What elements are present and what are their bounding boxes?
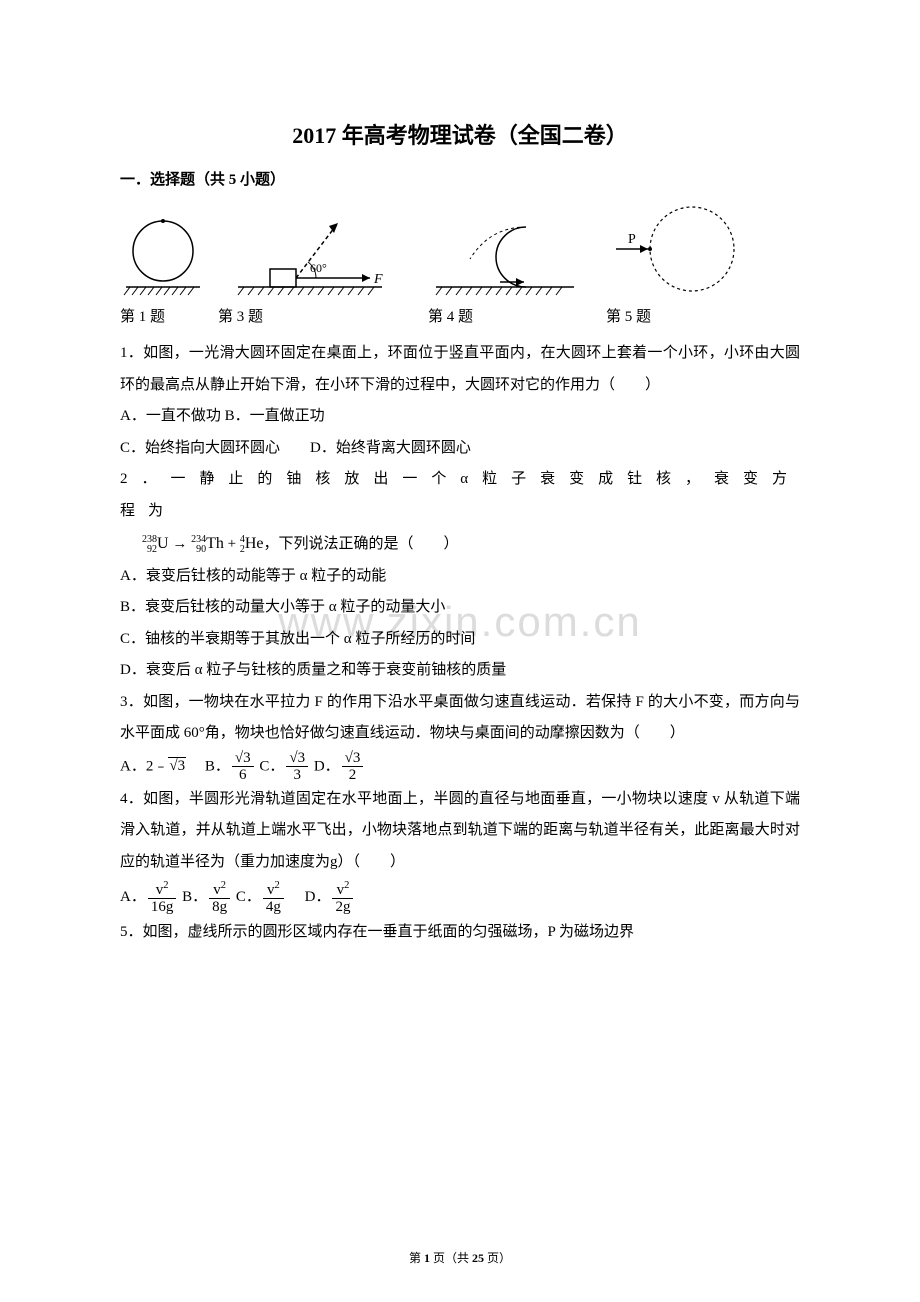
footer-mid: 页（共 xyxy=(430,1251,472,1265)
figure-q5: P xyxy=(604,199,754,299)
footer-total: 25 xyxy=(472,1251,484,1265)
q4-a-den: 16g xyxy=(148,899,177,916)
page-footer: 第 1 页（共 25 页） xyxy=(0,1249,920,1266)
section-heading: 一．选择题（共 5 小题） xyxy=(120,168,800,189)
q4-c-den: 4g xyxy=(263,899,284,916)
fig-label-1: 第 1 题 xyxy=(120,305,208,326)
q2-equation-line: 238 92 U → 234 90 Th + 4 2 He，下列说法正确的是（ … xyxy=(120,527,800,561)
q3-c-num: 3 xyxy=(298,750,306,766)
he-symbol: He xyxy=(245,535,264,552)
q3-b-den: 6 xyxy=(232,767,254,784)
u-symbol: U xyxy=(157,535,169,552)
plus-icon: + xyxy=(228,536,236,552)
fig-label-4: 第 4 题 xyxy=(428,305,606,326)
fig-label-5: 第 5 题 xyxy=(606,305,651,326)
figures-row: 60° F xyxy=(120,199,800,299)
q3-b-lbl: B． xyxy=(190,758,230,774)
q2-opt-d: D．衰变后 α 粒子与钍核的质量之和等于衰变前铀核的质量 xyxy=(120,655,800,687)
q2-opt-a: A．衰变后钍核的动能等于 α 粒子的动能 xyxy=(120,561,800,593)
force-label: F xyxy=(373,272,383,287)
dashed-circle-icon: P xyxy=(604,199,754,299)
q3-c-den: 3 xyxy=(286,767,308,784)
footer-pre: 第 xyxy=(409,1251,424,1265)
q3-options: A．2﹣√3 B．√36 C．√33 D．√32 xyxy=(120,750,800,784)
q4-d-num: v xyxy=(337,882,345,898)
q5-text: 5．如图，虚线所示的圆形区域内存在一垂直于纸面的匀强磁场，P 为磁场边界 xyxy=(120,917,800,949)
q3-c-lbl: C． xyxy=(259,758,284,774)
figure-q3: 60° F xyxy=(230,209,390,299)
footer-post: 页） xyxy=(484,1251,511,1265)
q3-b-num: 3 xyxy=(243,750,251,766)
q4-d-den: 2g xyxy=(332,899,353,916)
th-charge: 90 xyxy=(196,544,206,555)
fig-label-3: 第 3 题 xyxy=(208,305,428,326)
q3-d-num: 3 xyxy=(353,750,361,766)
q3-d-lbl: D． xyxy=(314,758,340,774)
arrow-icon: → xyxy=(172,536,187,552)
q3-a-pre: A．2﹣ xyxy=(120,758,168,774)
q4-c-num: v xyxy=(267,882,275,898)
q4-c-lbl: C． xyxy=(236,889,261,905)
q2-opt-b: B．衰变后钍核的动量大小等于 α 粒子的动量大小 xyxy=(120,592,800,624)
q4-d-lbl: D． xyxy=(290,889,331,905)
u-charge: 92 xyxy=(147,544,157,555)
q4-b-den: 8g xyxy=(209,899,230,916)
figure-q4 xyxy=(430,209,580,299)
q4-options: A．v216g B．v28g C．v24g D．v22g xyxy=(120,878,800,917)
figure-q1 xyxy=(120,209,206,299)
point-p-label: P xyxy=(628,232,636,247)
q3-a-rad: 3 xyxy=(178,758,186,774)
block-force-icon: 60° F xyxy=(230,209,390,299)
angle-label: 60° xyxy=(310,261,327,275)
q4-text: 4．如图，半圆形光滑轨道固定在水平地面上，半圆的直径与地面垂直，一小物块以速度 … xyxy=(120,784,800,879)
th-symbol: Th xyxy=(206,535,224,552)
q1-opts-ab: A．一直不做功 B．一直做正功 xyxy=(120,401,800,433)
q2-opt-c: C．铀核的半衰期等于其放出一个 α 粒子所经历的时间 xyxy=(120,624,800,656)
q3-d-den: 2 xyxy=(342,767,364,784)
circle-on-ground-icon xyxy=(120,209,206,299)
page-title: 2017 年高考物理试卷（全国二卷） xyxy=(120,118,800,150)
figure-labels-row: 第 1 题 第 3 题 第 4 题 第 5 题 xyxy=(120,305,800,326)
q2-eq-tail: 下列说法正确的是（ ） xyxy=(278,536,458,552)
q4-a-lbl: A． xyxy=(120,889,146,905)
q4-b-lbl: B． xyxy=(182,889,207,905)
semicircle-track-icon xyxy=(430,209,580,299)
q3-text: 3．如图，一物块在水平拉力 F 的作用下沿水平桌面做匀速直线运动．若保持 F 的… xyxy=(120,687,800,750)
q2-line1: 2．一静止的铀核放出一个α粒子衰变成钍核，衰变方程为 xyxy=(120,464,800,527)
q1-text: 1．如图，一光滑大圆环固定在桌面上，环面位于竖直平面内，在大圆环上套着一个小环，… xyxy=(120,338,800,401)
q1-opts-cd: C．始终指向大圆环圆心 D．始终背离大圆环圆心 xyxy=(120,433,800,465)
q4-b-num: v xyxy=(213,882,221,898)
